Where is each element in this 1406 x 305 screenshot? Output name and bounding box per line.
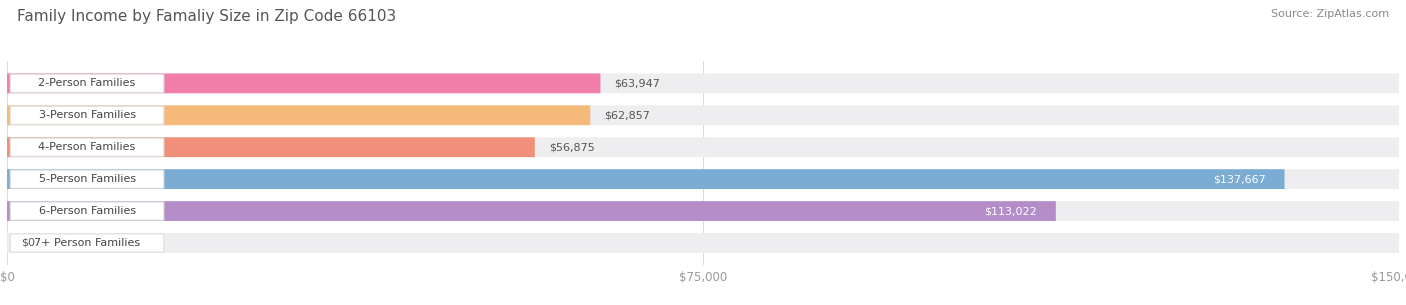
FancyBboxPatch shape bbox=[7, 137, 1399, 157]
Text: $137,667: $137,667 bbox=[1213, 174, 1265, 184]
Text: Family Income by Famaliy Size in Zip Code 66103: Family Income by Famaliy Size in Zip Cod… bbox=[17, 9, 396, 24]
FancyBboxPatch shape bbox=[10, 138, 165, 156]
Text: 2-Person Families: 2-Person Families bbox=[38, 78, 136, 88]
FancyBboxPatch shape bbox=[10, 202, 165, 220]
FancyBboxPatch shape bbox=[10, 234, 165, 252]
Text: 7+ Person Families: 7+ Person Families bbox=[34, 238, 141, 248]
FancyBboxPatch shape bbox=[7, 106, 591, 125]
Text: 6-Person Families: 6-Person Families bbox=[38, 206, 135, 216]
FancyBboxPatch shape bbox=[10, 170, 165, 188]
FancyBboxPatch shape bbox=[10, 106, 165, 124]
Text: $62,857: $62,857 bbox=[605, 110, 650, 120]
FancyBboxPatch shape bbox=[7, 201, 1056, 221]
Text: 3-Person Families: 3-Person Families bbox=[38, 110, 135, 120]
Text: $0: $0 bbox=[21, 238, 35, 248]
Text: Source: ZipAtlas.com: Source: ZipAtlas.com bbox=[1271, 9, 1389, 19]
FancyBboxPatch shape bbox=[7, 169, 1285, 189]
Text: 4-Person Families: 4-Person Families bbox=[38, 142, 136, 152]
FancyBboxPatch shape bbox=[7, 74, 600, 93]
FancyBboxPatch shape bbox=[10, 74, 165, 92]
Text: $56,875: $56,875 bbox=[548, 142, 595, 152]
FancyBboxPatch shape bbox=[7, 233, 1399, 253]
FancyBboxPatch shape bbox=[7, 169, 1399, 189]
Text: 5-Person Families: 5-Person Families bbox=[38, 174, 135, 184]
FancyBboxPatch shape bbox=[7, 137, 534, 157]
Text: $63,947: $63,947 bbox=[614, 78, 661, 88]
FancyBboxPatch shape bbox=[7, 201, 1399, 221]
FancyBboxPatch shape bbox=[7, 74, 1399, 93]
FancyBboxPatch shape bbox=[7, 106, 1399, 125]
Text: $113,022: $113,022 bbox=[984, 206, 1038, 216]
